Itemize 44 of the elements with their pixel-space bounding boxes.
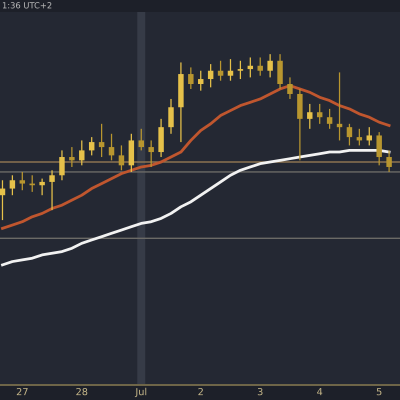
candlestick xyxy=(336,72,342,142)
candlestick xyxy=(277,54,283,90)
candlestick xyxy=(108,133,114,161)
candlestick xyxy=(198,70,204,92)
candlestick xyxy=(59,150,65,181)
x-tick-label: 2 xyxy=(198,388,203,396)
candlestick xyxy=(218,60,224,82)
candlestick xyxy=(238,60,244,80)
text: 1:36 UTC+2 xyxy=(2,2,52,8)
candlestick xyxy=(326,108,332,130)
candlestick xyxy=(307,103,313,130)
candlestick xyxy=(49,170,55,211)
x-tick-label: 3 xyxy=(258,388,263,396)
x-tick-label: 28 xyxy=(76,388,88,396)
x-tick-label: 5 xyxy=(376,388,382,396)
candlestick xyxy=(88,136,94,156)
candlestick xyxy=(10,174,16,196)
candlestick xyxy=(267,54,273,78)
candlestick xyxy=(39,178,45,196)
x-tick-label: 4 xyxy=(317,388,322,396)
candlestick xyxy=(228,58,234,82)
candlestick xyxy=(366,126,372,146)
candlestick xyxy=(287,76,293,100)
candlestick xyxy=(168,98,174,134)
x-tick-label: Jul xyxy=(134,388,146,398)
candlestick xyxy=(98,123,104,158)
candlestick xyxy=(79,140,85,166)
candlestick xyxy=(29,174,35,192)
candlestick xyxy=(346,123,352,146)
candlestick xyxy=(20,171,26,191)
candlestick xyxy=(69,146,75,168)
candlestick xyxy=(376,132,382,166)
candlestick xyxy=(356,128,362,146)
candlestick xyxy=(248,56,254,78)
candlestick xyxy=(118,144,124,171)
candlestick xyxy=(208,63,214,88)
x-tick-label: 27 xyxy=(16,388,28,396)
candlestick xyxy=(386,150,392,173)
candlestick xyxy=(138,128,144,152)
candlestick xyxy=(316,103,322,124)
candlestick xyxy=(257,56,263,76)
candlestick xyxy=(0,180,6,221)
candlestick xyxy=(148,140,154,168)
candlestick xyxy=(188,66,194,90)
